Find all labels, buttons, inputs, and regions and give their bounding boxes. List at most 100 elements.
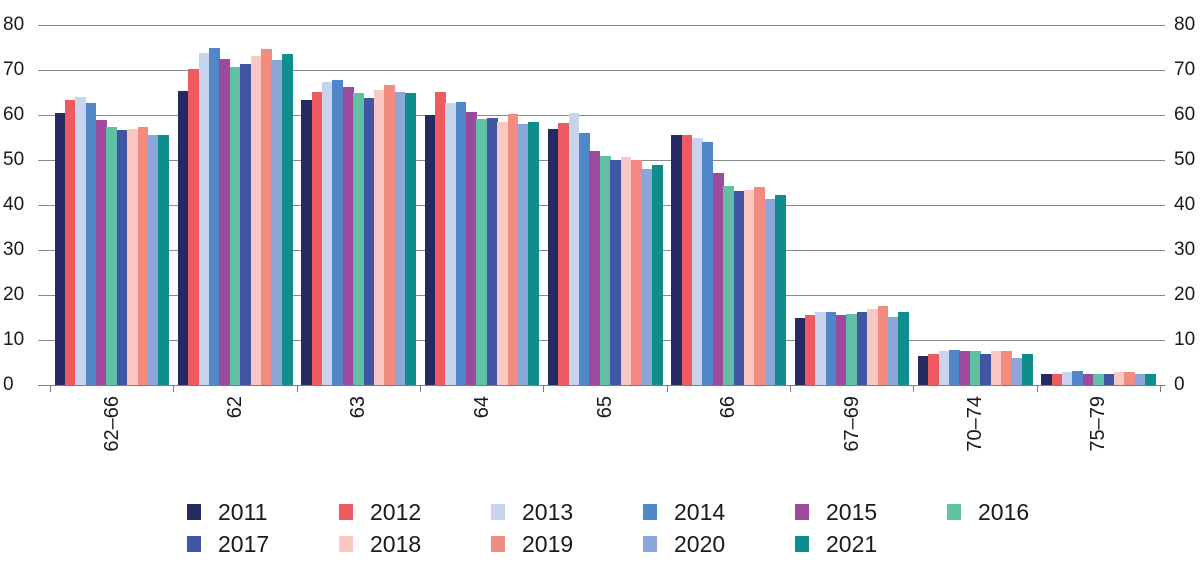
bar [445,103,457,385]
y-axis-label-right: 20 [1174,284,1196,305]
bar [702,142,714,385]
bar [1061,371,1073,385]
bar [856,311,868,385]
bar [671,134,682,385]
x-axis-label: 67–69 [840,396,863,452]
y-axis-label-right: 30 [1174,239,1196,260]
legend-label: 2018 [370,531,422,557]
bar [712,172,724,385]
bar [969,351,981,385]
bar [497,122,509,385]
bar [137,127,149,385]
bar [209,48,220,385]
bar [547,128,559,385]
y-axis-label-right: 0 [1174,374,1185,395]
bar [898,311,910,385]
y-axis-label-left: 50 [3,149,25,170]
y-axis-label-left: 40 [3,194,25,215]
y-axis-label-left: 10 [3,329,25,350]
bar [250,56,262,385]
legend-item: 2011 [187,499,268,525]
legend-swatch-2016 [947,504,961,520]
y-axis-label-left: 80 [3,14,25,35]
bar [651,165,663,385]
gridline [38,25,1165,26]
axis-tick [173,385,175,392]
legend-label: 2017 [218,531,270,557]
x-axis-label: 64 [470,396,493,419]
legend-swatch-2012 [339,504,353,520]
bar [846,314,858,385]
bar [959,350,971,385]
bar [888,317,899,385]
y-axis-label-right: 80 [1174,14,1196,35]
y-axis-label-left: 60 [3,104,25,125]
bar [158,134,170,385]
legend-swatch-2015 [795,504,809,520]
legend-item: 2012 [339,501,421,524]
bar [938,350,950,385]
legend-label: 2011 [218,499,268,525]
bar [85,102,97,385]
bar [229,67,241,385]
y-axis-label-left: 20 [3,284,25,305]
gridline [38,115,1165,116]
x-axis-label: 66 [717,396,740,419]
bar [743,190,755,385]
bar [240,64,251,385]
bar [1093,374,1104,385]
legend-item: 2013 [491,501,573,524]
bar [219,59,231,385]
bar [867,308,879,385]
bar [424,114,436,385]
bar [198,53,210,385]
bar [836,314,847,385]
bar [754,187,766,385]
x-axis-baseline [38,385,1165,386]
bar [507,114,519,385]
legend-swatch-2018 [339,536,353,552]
axis-tick [296,385,298,392]
bar [825,311,837,385]
legend-swatch-2019 [491,536,505,552]
legend-item: 2014 [643,499,726,525]
legend-swatch-2017 [187,536,201,552]
bar [681,134,693,385]
legend-item: 2018 [339,531,422,557]
bar [75,96,87,385]
bar [394,91,406,385]
bar [455,102,467,385]
y-axis-label-left: 0 [3,374,14,395]
bar [301,100,312,385]
bar [630,160,642,385]
legend-label: 2014 [674,499,726,525]
bar [188,69,199,385]
legend-item: 2021 [795,533,877,556]
bar [1051,373,1063,385]
legend-swatch-2011 [187,504,201,520]
bar [405,93,416,385]
bar [917,356,929,385]
bar [518,124,529,385]
bar [610,160,621,385]
bar [579,132,590,385]
bar [281,53,293,385]
bar [949,350,960,385]
bar [764,199,776,385]
y-axis-label-right: 10 [1174,329,1196,350]
bar [486,117,498,385]
bar [1072,371,1084,385]
bar [1011,358,1023,385]
bar [54,112,66,385]
axis-tick [50,385,51,392]
bar [1082,374,1094,385]
axis-tick [666,385,668,392]
x-axis-label: 63 [347,396,370,419]
axis-tick [420,385,421,392]
bar [363,97,375,385]
bar [1145,374,1156,385]
bar [723,186,734,385]
legend-label: 2015 [826,499,878,525]
legend-item: 2020 [643,533,725,556]
